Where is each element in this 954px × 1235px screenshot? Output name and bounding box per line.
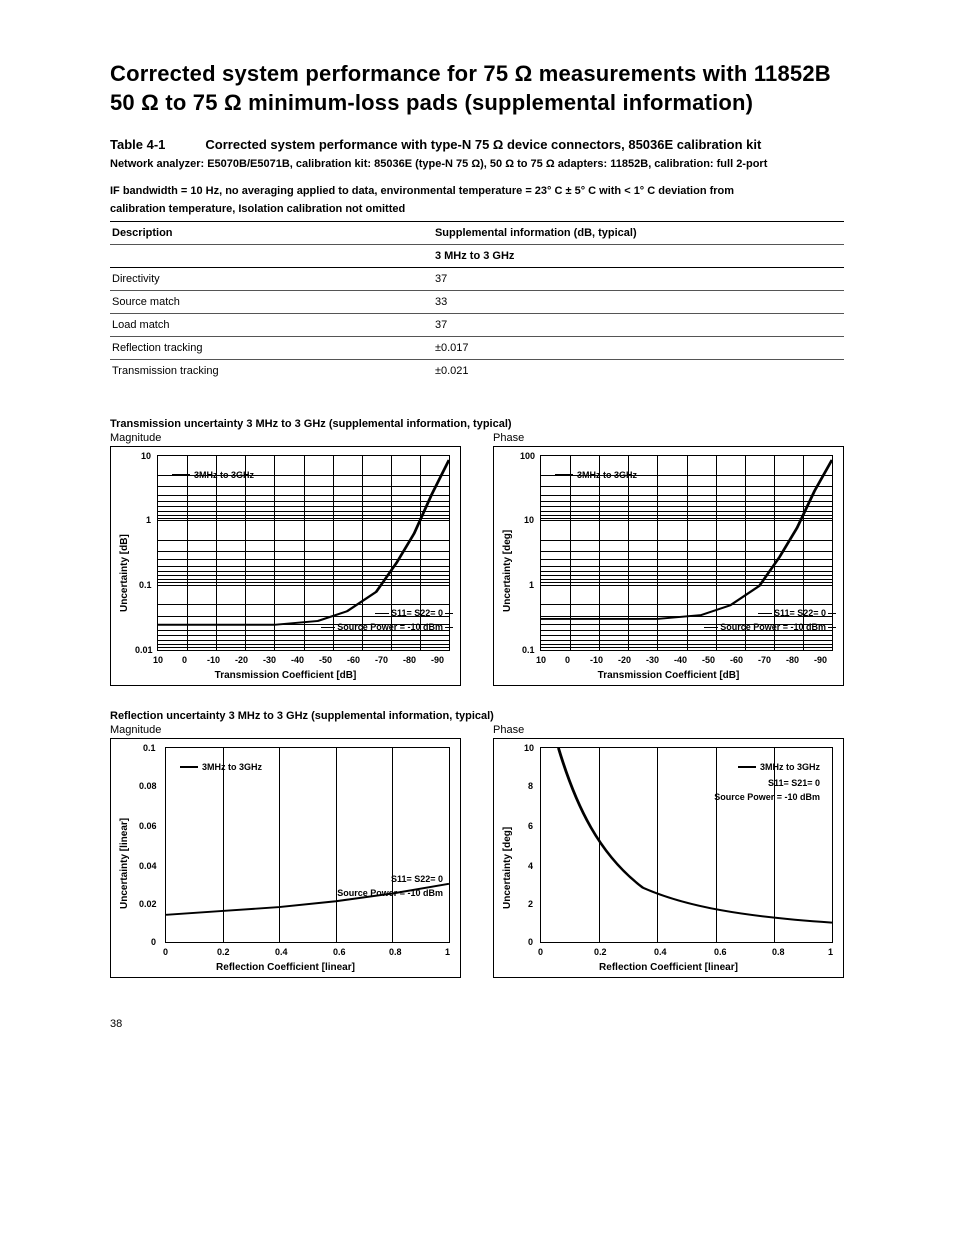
conditions-line2: calibration temperature, Isolation calib… [110,202,844,216]
xlabel: Transmission Coefficient [dB] [598,670,740,681]
legend-text: 3MHz to 3GHz [202,762,262,772]
chart-refl-mag: Uncertainty [linear] 3MHz to 3GHz S11= S… [110,738,461,978]
ylabel: Uncertainty [linear] [119,818,130,909]
annot-source: Source Power = -10 dBm [337,888,443,898]
annot-source: Source Power = -10 dBm [720,622,826,632]
spec-table: DescriptionSupplemental information (dB,… [110,221,844,382]
legend-text: 3MHz to 3GHz [760,762,820,772]
table-number: Table 4-1 [110,137,165,152]
th-supplemental: Supplemental information (dB, typical) [433,221,844,244]
xlabel: Reflection Coefficient [linear] [216,962,355,973]
section1-title: Transmission uncertainty 3 MHz to 3 GHz … [110,418,844,430]
table-title: Corrected system performance with type-N… [205,137,761,152]
row-val: 33 [433,290,844,313]
annot-source: Source Power = -10 dBm [337,622,443,632]
annot-s11s22: S11= S22= 0 [391,608,443,618]
chart-trans-phase-col: Phase Uncertainty [deg] 3MHz to 3GHz S11… [493,432,844,686]
caption-phase: Phase [493,432,844,444]
caption-phase: Phase [493,724,844,736]
section2-title: Reflection uncertainty 3 MHz to 3 GHz (s… [110,710,844,722]
xlabel: Transmission Coefficient [dB] [215,670,357,681]
page-number: 38 [110,1018,844,1030]
legend-text: 3MHz to 3GHz [194,470,254,480]
chart-refl-phase: Uncertainty [deg] 3MHz to 3GHz S11= S21=… [493,738,844,978]
ylabel: Uncertainty [dB] [119,534,130,612]
row-val: ±0.021 [433,359,844,382]
chart-row-transmission: Magnitude Uncertainty [dB] 3MHz to 3GHz … [110,432,844,686]
row-val: 37 [433,267,844,290]
row-desc: Source match [110,290,433,313]
chart-refl-phase-col: Phase Uncertainty [deg] 3MHz to 3GHz S11… [493,724,844,978]
row-desc: Transmission tracking [110,359,433,382]
row-desc: Load match [110,313,433,336]
row-val: 37 [433,313,844,336]
legend-text: 3MHz to 3GHz [577,470,637,480]
table-title-row: Table 4-1 Corrected system performance w… [110,137,844,152]
analyzer-subtitle: Network analyzer: E5070B/E5071B, calibra… [110,158,844,170]
annot-s11s22: S11= S22= 0 [391,874,443,884]
row-desc: Reflection tracking [110,336,433,359]
chart-trans-phase: Uncertainty [deg] 3MHz to 3GHz S11= S22=… [493,446,844,686]
page-heading: Corrected system performance for 75 Ω me… [110,60,844,117]
xlabel: Reflection Coefficient [linear] [599,962,738,973]
ylabel: Uncertainty [deg] [502,530,513,612]
chart-row-reflection: Magnitude Uncertainty [linear] 3MHz to 3… [110,724,844,978]
caption-magnitude: Magnitude [110,724,461,736]
row-desc: Directivity [110,267,433,290]
annot-s11s22: S11= S22= 0 [774,608,826,618]
conditions-line1: IF bandwidth = 10 Hz, no averaging appli… [110,184,844,198]
row-val: ±0.017 [433,336,844,359]
annot-s11s21: S11= S21= 0 [768,778,820,788]
chart-trans-mag: Uncertainty [dB] 3MHz to 3GHz S11= S22= … [110,446,461,686]
chart-refl-mag-col: Magnitude Uncertainty [linear] 3MHz to 3… [110,724,461,978]
th-description: Description [110,221,433,244]
caption-magnitude: Magnitude [110,432,461,444]
th-freq: 3 MHz to 3 GHz [433,244,844,267]
ylabel: Uncertainty [deg] [502,827,513,909]
chart-trans-mag-col: Magnitude Uncertainty [dB] 3MHz to 3GHz … [110,432,461,686]
annot-source: Source Power = -10 dBm [714,792,820,802]
